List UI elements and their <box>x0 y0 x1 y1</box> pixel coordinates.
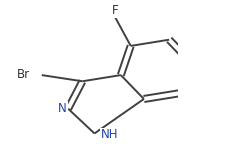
Text: NH: NH <box>100 128 118 141</box>
Text: F: F <box>112 4 119 17</box>
Text: Br: Br <box>17 68 30 81</box>
Text: N: N <box>58 102 67 115</box>
